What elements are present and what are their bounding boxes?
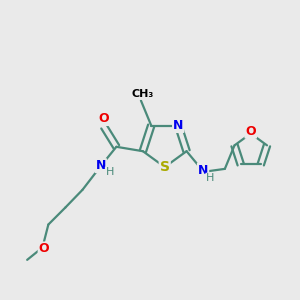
Text: O: O xyxy=(245,125,256,138)
Text: O: O xyxy=(39,242,49,256)
Text: N: N xyxy=(173,119,183,132)
Text: S: S xyxy=(160,160,170,174)
Text: N: N xyxy=(96,159,106,172)
Text: O: O xyxy=(98,112,109,125)
Text: N: N xyxy=(198,164,208,177)
Text: CH₃: CH₃ xyxy=(131,89,154,99)
Text: H: H xyxy=(105,167,114,177)
Text: H: H xyxy=(206,173,214,183)
